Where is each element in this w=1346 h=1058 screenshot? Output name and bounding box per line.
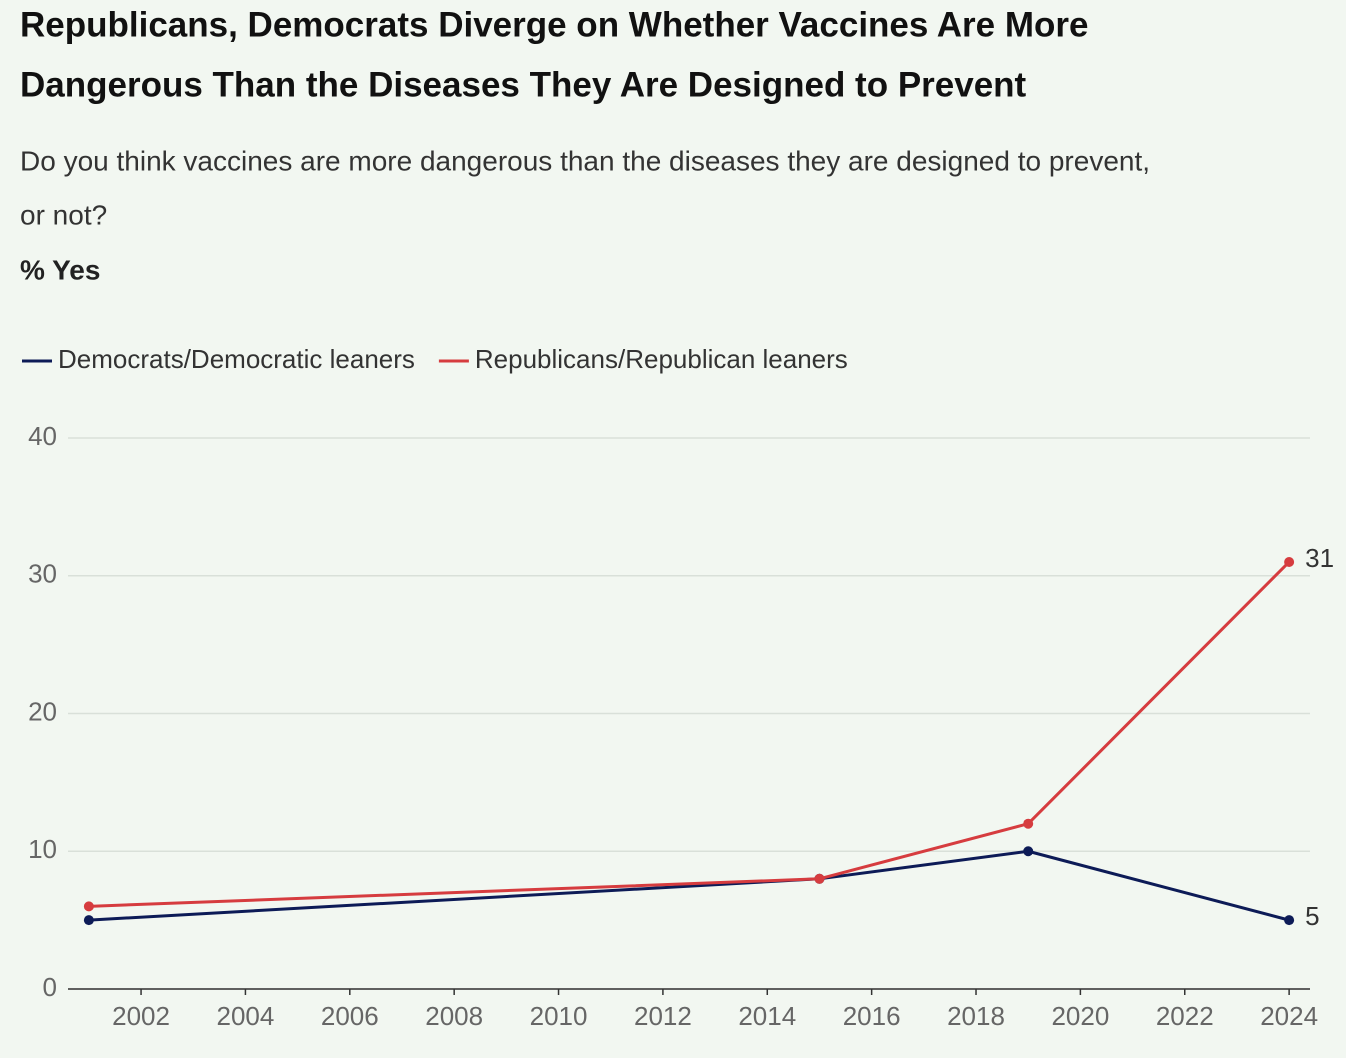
y-tick-label: 0 [43,972,57,1002]
chart-title-line-2: Dangerous Than the Diseases They Are Des… [20,65,1027,104]
data-point [1284,915,1295,926]
chart-title-line-1: Republicans, Democrats Diverge on Whethe… [20,5,1089,44]
series-line [88,560,1291,908]
y-tick-label: 20 [28,696,57,726]
x-tick-label: 2012 [634,1001,692,1031]
data-point [814,873,825,884]
end-label: 31 [1305,543,1334,573]
x-tick-label: 2016 [843,1001,901,1031]
subtitle-line-1: Do you think vaccines are more dangerous… [20,145,1150,176]
subtitle-line-2: or not? [20,199,107,230]
y-tick-label: 30 [28,559,57,589]
x-tick-label: 2004 [217,1001,275,1031]
x-tick-label: 2024 [1260,1001,1318,1031]
x-tick-label: 2020 [1051,1001,1109,1031]
legend-label: Democrats/Democratic leaners [58,344,415,374]
x-tick-label: 2008 [425,1001,483,1031]
end-label: 5 [1305,901,1319,931]
x-tick-label: 2014 [738,1001,796,1031]
y-tick-label: 10 [28,834,57,864]
x-tick-label: 2010 [530,1001,588,1031]
series-line [88,849,1290,922]
x-tick-label: 2006 [321,1001,379,1031]
legend-label: Republicans/Republican leaners [475,344,848,374]
data-point [1284,556,1295,567]
y-axis-label: % Yes [20,254,100,285]
x-tick-label: 2022 [1156,1001,1214,1031]
data-point [1023,846,1034,857]
x-tick-label: 2002 [112,1001,170,1031]
data-point [83,901,94,912]
data-point [83,915,94,926]
x-tick-label: 2018 [947,1001,1005,1031]
data-point [1023,818,1034,829]
y-tick-label: 40 [28,421,57,451]
